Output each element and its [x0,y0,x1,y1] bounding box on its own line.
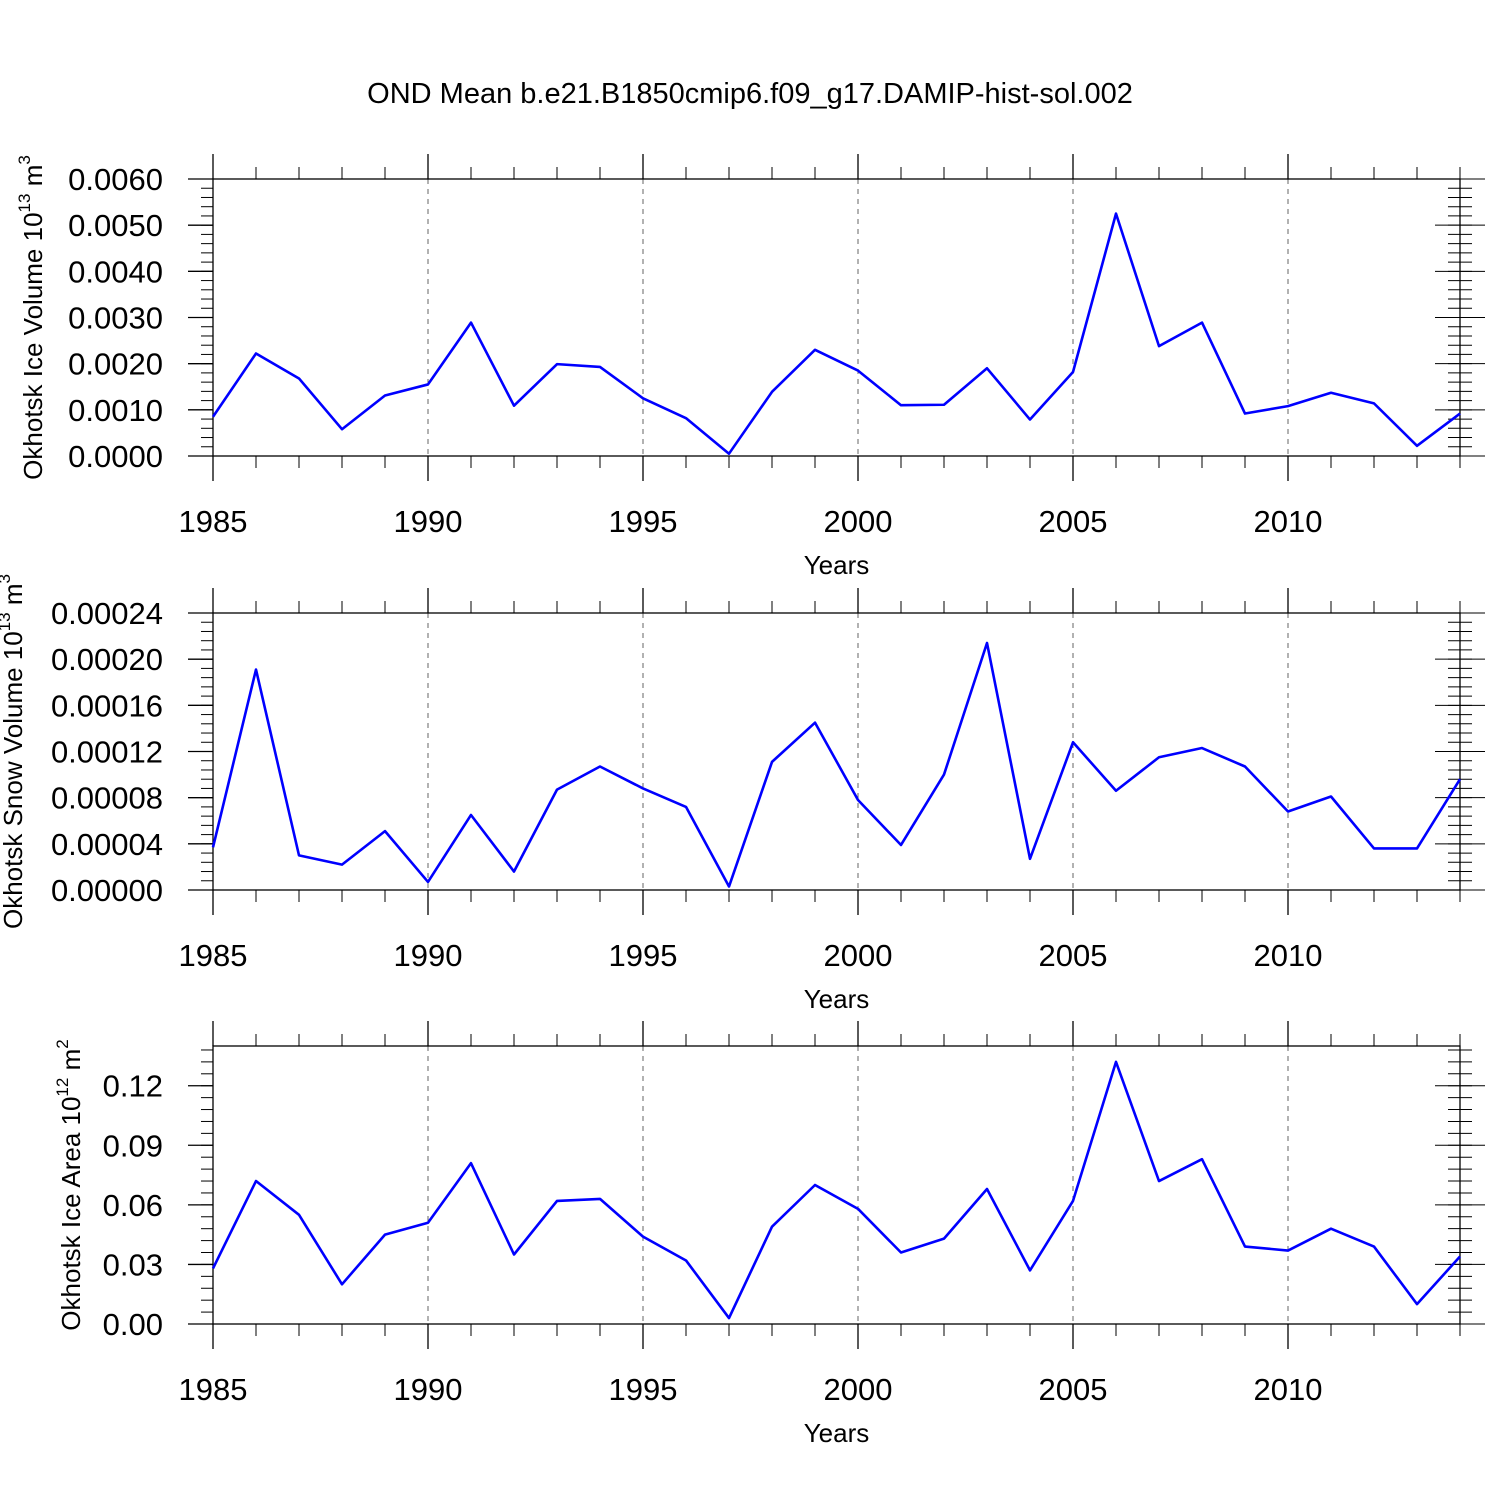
y-axis-label: Okhotsk Snow Volume 1013 m3 [0,574,28,929]
x-tick-label: 2000 [824,1372,893,1407]
x-tick-label: 1995 [609,504,678,539]
y-tick-label: 0.00 [103,1307,163,1342]
y-tick-label: 0.09 [103,1128,163,1163]
series-line [213,214,1460,454]
x-tick-label: 1985 [179,1372,248,1407]
x-tick-label: 2010 [1254,1372,1323,1407]
figure-title: OND Mean b.e21.B1850cmip6.f09_g17.DAMIP-… [367,78,1133,110]
x-tick-label: 1985 [179,938,248,973]
panel-3: 0.00 0.03 0.06 0.09 0.12 1985 1990 1995 2000 2005… [53,1021,1485,1448]
x-tick-label: 2005 [1039,938,1108,973]
y-tick-label: 0.0050 [68,208,163,243]
x-tick-label: 2005 [1039,504,1108,539]
x-axis-label: Years [804,1418,870,1448]
y-tick-label: 0.0010 [68,393,163,428]
panel-1: 0.0000 0.0010 0.0020 0.0030 0.0040 0.0050 0.00… [15,154,1485,580]
plot-frame [213,179,1460,456]
y-tick-label: 0.06 [103,1188,163,1223]
x-tick-label: 2000 [824,504,893,539]
y-tick-label: 0.00020 [51,642,163,677]
y-tick-label: 0.0060 [68,162,163,197]
y-tick-label: 0.0040 [68,254,163,289]
x-tick-label: 2010 [1254,938,1323,973]
y-tick-label: 0.00008 [51,781,163,816]
x-tick-label: 1990 [394,1372,463,1407]
y-tick-label: 0.00024 [51,596,163,631]
y-axis-label: Okhotsk Ice Volume 1013 m3 [15,155,48,480]
y-tick-label: 0.00000 [51,873,163,908]
x-tick-label: 2005 [1039,1372,1108,1407]
x-tick-label: 1985 [179,504,248,539]
y-tick-label: 0.03 [103,1247,163,1282]
y-tick-label: 0.00012 [51,735,163,770]
x-tick-label: 2000 [824,938,893,973]
panel-2: 0.00000 0.00004 0.00008 0.00012 0.00016 0.000… [0,574,1485,1014]
x-tick-label: 2010 [1254,504,1323,539]
y-tick-label: 0.00004 [51,827,163,862]
plot-frame [213,1046,1460,1324]
x-tick-label: 1990 [394,938,463,973]
y-tick-label: 0.0030 [68,301,163,336]
x-tick-label: 1995 [609,938,678,973]
x-tick-label: 1990 [394,504,463,539]
y-tick-label: 0.0020 [68,347,163,382]
y-tick-label: 0.0000 [68,439,163,474]
x-axis-label: Years [804,984,870,1014]
series-line [213,643,1460,887]
x-tick-label: 1995 [609,1372,678,1407]
x-axis-label: Years [804,550,870,580]
y-tick-label: 0.00016 [51,688,163,723]
y-axis-label: Okhotsk Ice Area 1012 m2 [53,1039,86,1330]
y-tick-label: 0.12 [103,1069,163,1104]
series-line [213,1062,1460,1318]
